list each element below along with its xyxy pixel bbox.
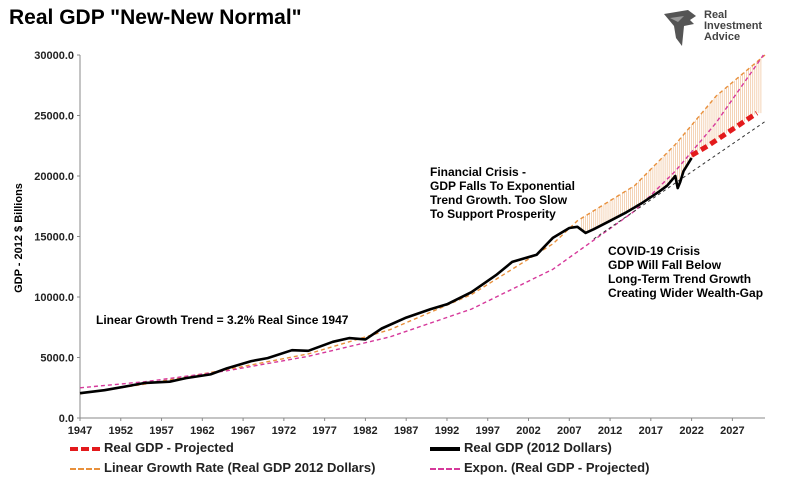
x-tick-label: 1997 [475, 425, 499, 437]
series-lines [79, 54, 766, 395]
x-tick-label: 1962 [190, 425, 214, 437]
y-axis-label: GDP - 2012 $ Billions [13, 183, 25, 293]
x-tick-label: 2007 [557, 425, 581, 437]
x-tick-label: 1982 [353, 425, 377, 437]
legend-item-projected: Real GDP - Projected [70, 440, 234, 455]
legend-swatch [430, 446, 460, 451]
x-tick-label: 1967 [231, 425, 255, 437]
annotation-linear-trend: Linear Growth Trend = 3.2% Real Since 19… [96, 313, 349, 327]
y-tick-label: 20000.0 [34, 171, 74, 183]
legend-swatch [430, 467, 460, 470]
legend-swatch [70, 467, 100, 470]
series-linear-trend [79, 54, 766, 395]
axes [79, 55, 765, 419]
y-tick-label: 30000.0 [34, 50, 74, 62]
x-tick-label: 1977 [312, 425, 336, 437]
series-expon-trend [79, 54, 764, 389]
x-tick-label: 2012 [598, 425, 622, 437]
legend-item-expon: Expon. (Real GDP - Projected) [430, 460, 649, 475]
x-tick-label: 1972 [272, 425, 296, 437]
legend-item-real-gdp: Real GDP (2012 Dollars) [430, 440, 612, 455]
x-tick-label: 2017 [639, 425, 663, 437]
gap-hatching [581, 58, 762, 233]
legend-swatch [70, 446, 100, 451]
annotation-financial-crisis: Financial Crisis - GDP Falls To Exponent… [430, 165, 575, 221]
x-tick-label: 1992 [435, 425, 459, 437]
x-tick-label: 1947 [68, 425, 92, 437]
y-tick-label: 10000.0 [34, 292, 74, 304]
x-tick-label: 1957 [149, 425, 173, 437]
x-tick-label: 2022 [679, 425, 703, 437]
legend-item-linear: Linear Growth Rate (Real GDP 2012 Dollar… [70, 460, 375, 475]
tick-labels: 0.0 5000.0 10000.0 15000.0 20000.0 25000.0 300… [34, 50, 744, 437]
x-tick-label: 2002 [516, 425, 540, 437]
x-tick-label: 2027 [720, 425, 744, 437]
chart-title: Real GDP "New-New Normal" [9, 6, 302, 29]
y-tick-label: 25000.0 [34, 111, 74, 123]
y-tick-label: 15000.0 [34, 232, 74, 244]
eagle-icon [664, 10, 696, 46]
annotation-covid-crisis: COVID-19 Crisis GDP Will Fall Below Long… [608, 244, 764, 300]
series-projected [690, 111, 759, 158]
x-tick-label: 1987 [394, 425, 418, 437]
y-tick-label: 5000.0 [40, 353, 74, 365]
y-tick-label: 0.0 [59, 413, 74, 425]
logo [660, 8, 780, 48]
x-tick-label: 1952 [109, 425, 133, 437]
series-real-gdp [79, 157, 693, 395]
logo-text: Real Investment Advice [704, 9, 763, 43]
